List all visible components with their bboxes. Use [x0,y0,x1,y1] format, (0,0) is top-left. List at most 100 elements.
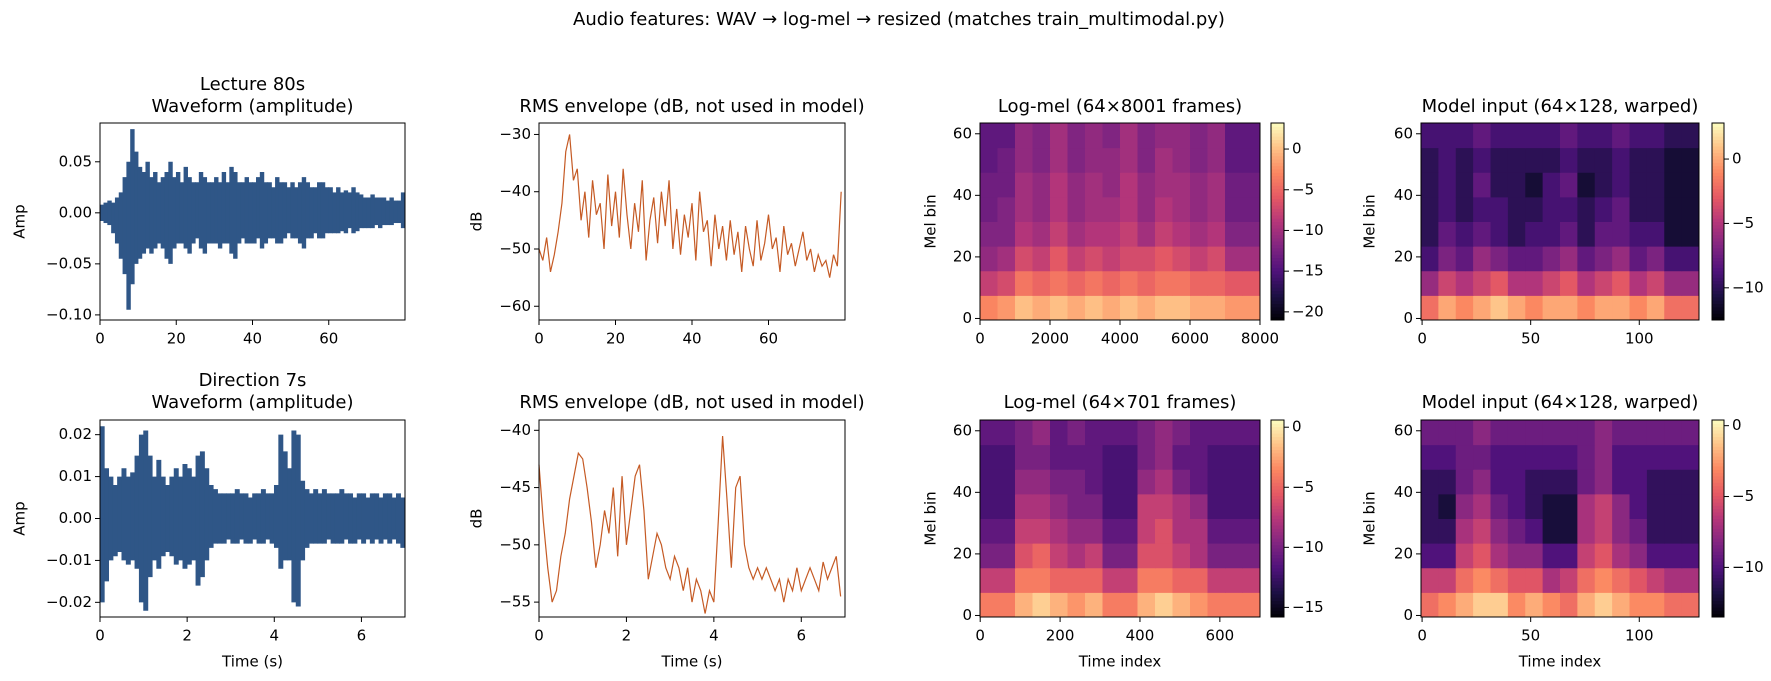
heatmap-cell [1190,246,1208,272]
heatmap-cell [1207,172,1226,198]
colorbar-slice [1712,518,1724,523]
y-tick-label: 0.00 [59,509,92,527]
colorbar-slice [1712,149,1724,154]
heatmap-cell [1102,295,1121,321]
colorbar-slice [1271,287,1284,291]
heatmap-cell [1612,295,1630,321]
colorbar-tick-label: 0 [1732,150,1742,168]
heatmap-cell [1015,221,1033,247]
colorbar-slice [1712,439,1724,444]
colorbar-slice [1271,482,1284,487]
heatmap-cell [1050,543,1068,569]
heatmap-cell [1225,444,1243,470]
heatmap-cell [1120,518,1138,544]
colorbar-slice [1712,492,1724,497]
colorbar-slice [1712,515,1724,519]
subplot-title: Model input (64×128, warped) [1422,392,1699,413]
heatmap-cell [1681,518,1700,544]
colorbar-slice [1712,139,1724,144]
heatmap-cell [1560,270,1578,296]
y-tick-label: −0.05 [46,254,92,272]
colorbar-slice [1271,429,1284,434]
colorbar-slice [1271,538,1284,542]
colorbar-slice [1271,136,1284,140]
heatmap-cell [1438,246,1457,272]
heatmap-cell [1490,172,1509,198]
colorbar-slice [1271,485,1284,490]
heatmap-cell [1455,172,1474,198]
x-tick-label: 4 [709,627,719,645]
y-tick-label: −0.01 [46,551,92,569]
heatmap-cell [1050,147,1068,173]
heatmap-cell [1120,196,1138,222]
y-tick-label: 20 [953,544,972,562]
heatmap-cell [1507,444,1526,470]
heatmap-cell [997,543,1016,569]
colorbar-slice [1712,221,1724,226]
heatmap-cell [1612,543,1630,569]
colorbar-slice [1271,420,1284,424]
x-axis-label: Time (s) [661,653,723,671]
heatmap-cell [1490,196,1509,222]
x-tick-label: 2 [182,627,192,645]
colorbar-slice [1712,237,1724,242]
heatmap-cell [1421,420,1439,446]
heatmap-cell [1594,567,1613,593]
heatmap-cell [997,270,1016,296]
heatmap-cell [1664,172,1683,198]
heatmap-cell [1242,295,1261,321]
heatmap-cell [1067,420,1086,446]
x-tick-label: 4000 [1101,330,1139,348]
colorbar-slice [1712,551,1724,556]
heatmap-cell [1067,518,1086,544]
y-tick-label: −0.10 [46,305,92,323]
colorbar-slice [1271,211,1284,216]
heatmap-cell [1560,295,1578,321]
heatmap-cell [1438,518,1457,544]
heatmap-cell [1207,420,1226,446]
heatmap-cell [1102,172,1121,198]
heatmap-cell [1612,123,1630,149]
heatmap-cell [1664,270,1683,296]
heatmap-cell [1172,147,1191,173]
colorbar-slice [1271,577,1284,582]
heatmap-cell [1225,221,1243,247]
y-tick-label: 0.01 [59,467,92,485]
heatmap-cell [1242,543,1261,569]
heatmap-cell [1542,196,1561,222]
heatmap-cell [1225,469,1243,495]
heatmap-cell [1646,493,1665,519]
y-tick-label: 0.00 [59,203,92,221]
colorbar-slice [1271,185,1284,190]
heatmap-cell [980,196,998,222]
heatmap-cell [1050,123,1068,149]
colorbar-slice [1712,165,1724,170]
heatmap-cell [1242,518,1261,544]
colorbar-slice [1271,590,1284,595]
colorbar-slice [1271,277,1284,282]
heatmap-cell [1155,221,1173,247]
heatmap-cell [1225,147,1243,173]
heatmap-cell [980,172,998,198]
heatmap-cell [1085,221,1103,247]
colorbar-slice [1712,280,1724,285]
heatmap-cell [1490,469,1509,495]
heatmap-cell [1629,246,1648,272]
colorbar-slice [1712,185,1724,190]
heatmap-cell [1577,543,1596,569]
colorbar-slice [1712,475,1724,480]
subplot: RMS envelope (dB, not used in model) 0 20 4… [468,96,865,348]
subplot: RMS envelope (dB, not used in model) 0 2 4 6… [468,392,865,671]
heatmap-cell [1646,246,1665,272]
heatmap-cell [1594,592,1613,618]
heatmap-cell [1646,444,1665,470]
heatmap-cell [1050,567,1068,593]
colorbar-slice [1271,303,1284,308]
colorbar-tick-label: −15 [1292,598,1324,616]
colorbar-slice [1271,244,1284,249]
heatmap-cell [1067,172,1086,198]
heatmap-cell [1207,493,1226,519]
colorbar-slice [1271,228,1284,232]
y-tick-label: 0.05 [59,152,92,170]
colorbar-slice [1271,129,1284,134]
